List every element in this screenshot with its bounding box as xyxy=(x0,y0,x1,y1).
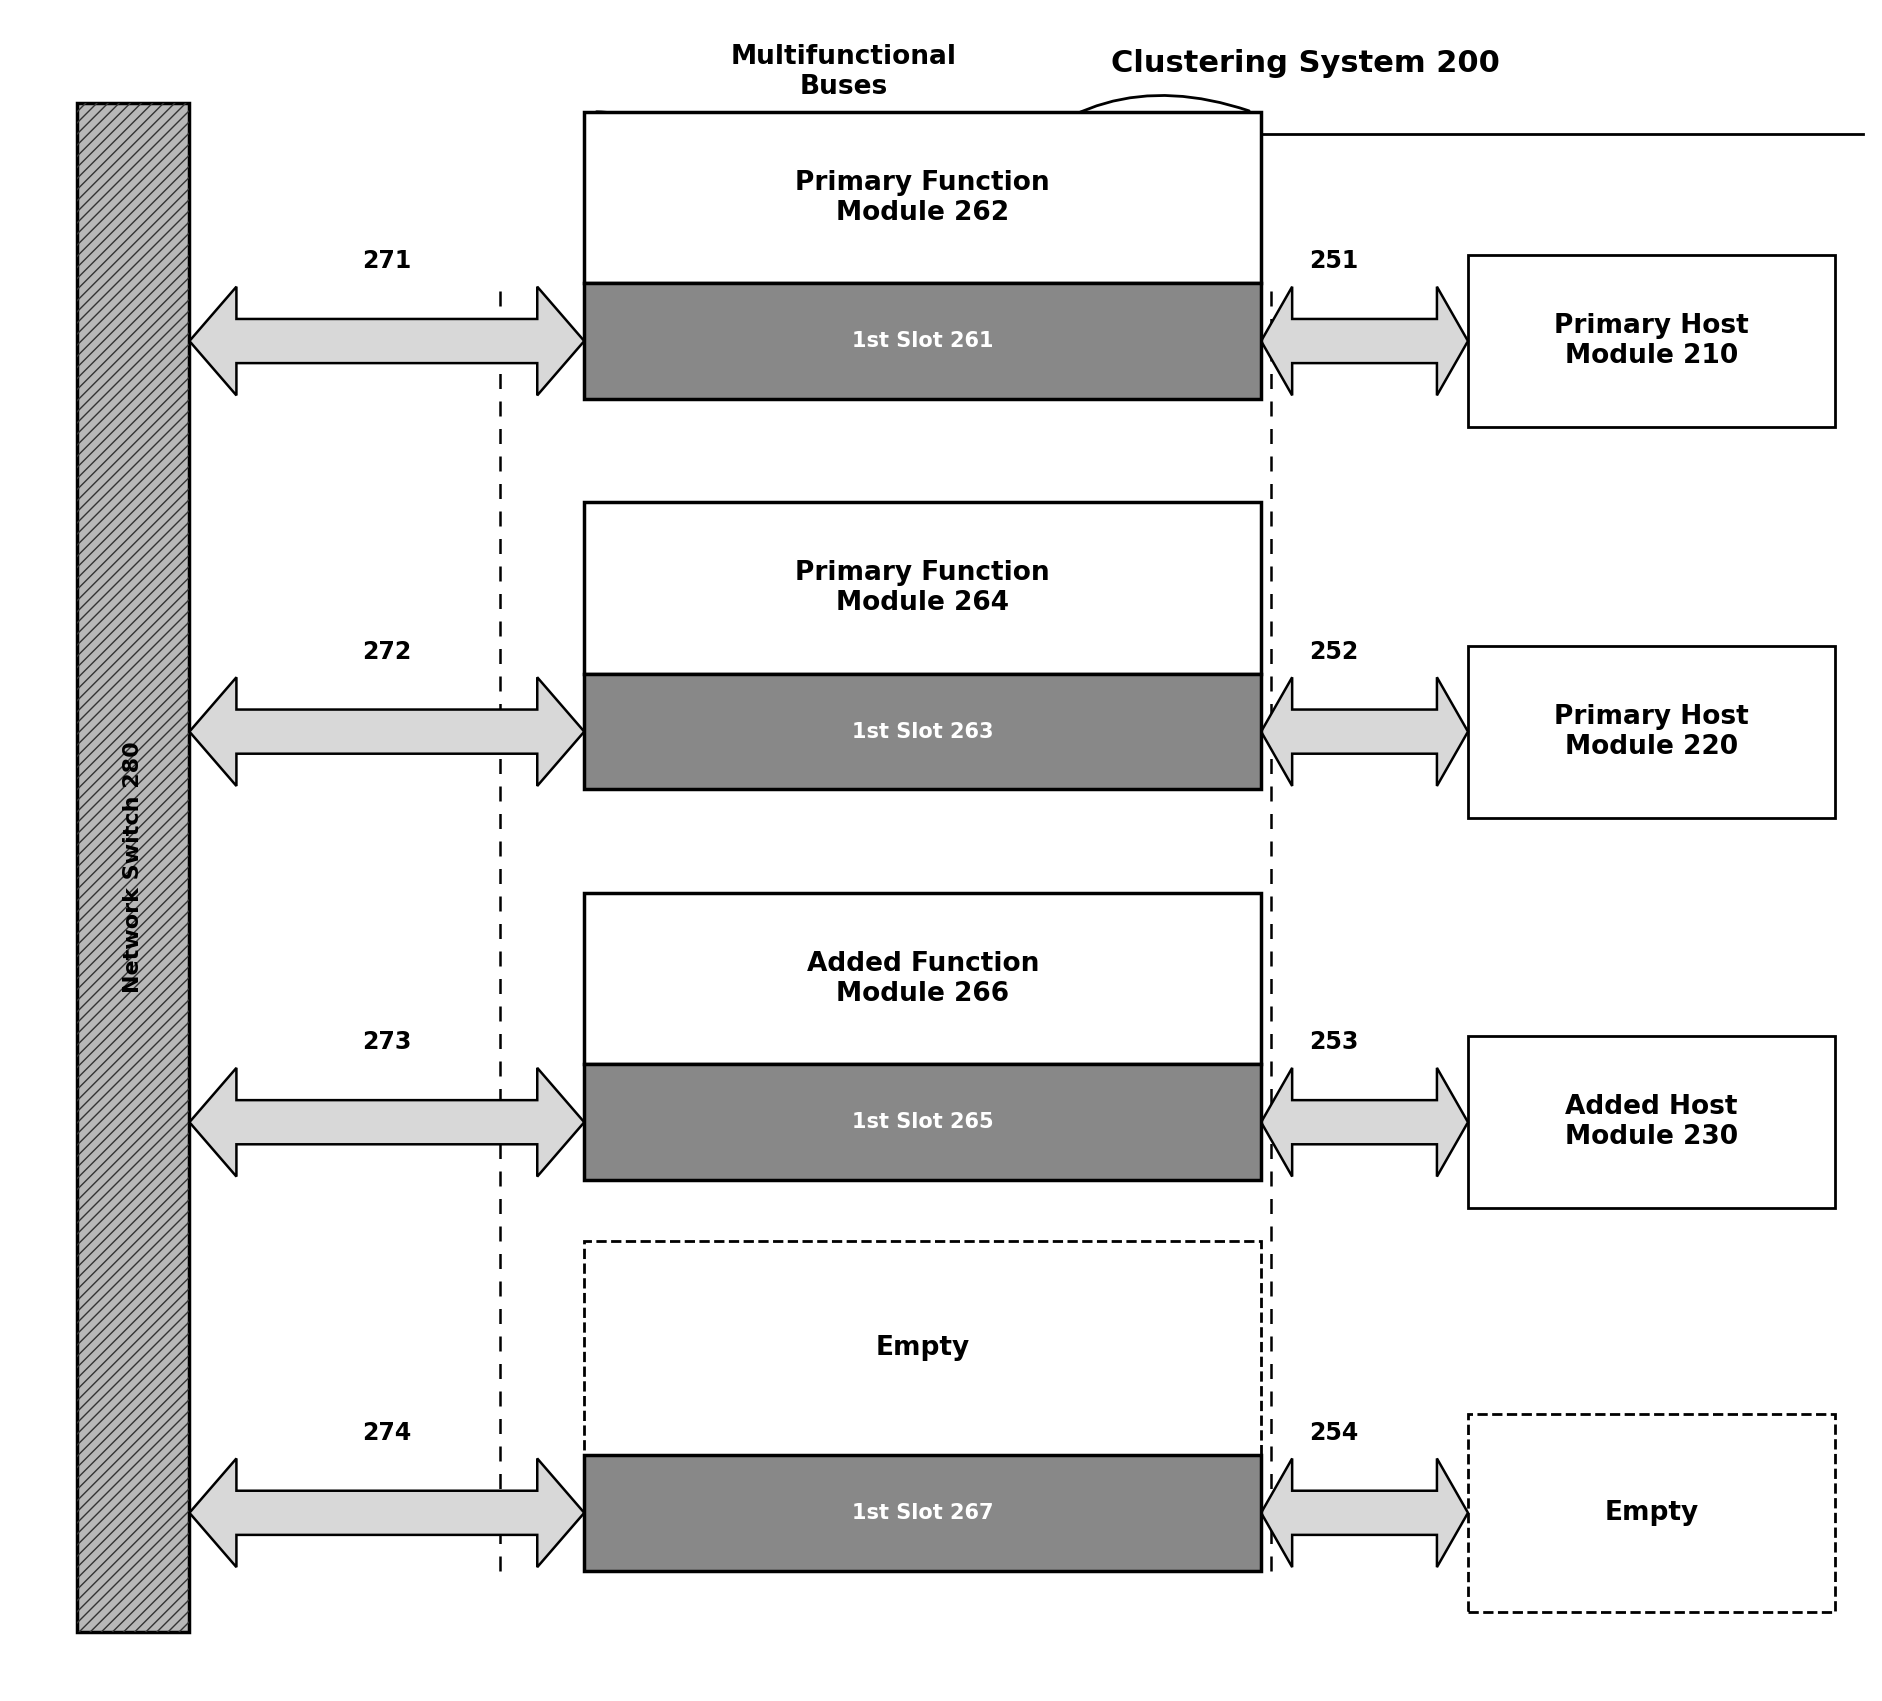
Polygon shape xyxy=(190,287,583,395)
FancyBboxPatch shape xyxy=(583,1454,1261,1570)
Polygon shape xyxy=(190,1068,583,1177)
FancyBboxPatch shape xyxy=(583,112,1261,284)
FancyBboxPatch shape xyxy=(583,284,1261,398)
Text: 274: 274 xyxy=(361,1420,412,1444)
Text: 251: 251 xyxy=(1308,248,1357,274)
Text: Clustering System 200: Clustering System 200 xyxy=(1110,49,1498,78)
Text: Added Host
Module 230: Added Host Module 230 xyxy=(1564,1094,1737,1150)
Text: Primary Host
Module 210: Primary Host Module 210 xyxy=(1553,313,1748,369)
Polygon shape xyxy=(1261,1068,1468,1177)
Polygon shape xyxy=(1261,287,1468,395)
Text: 252: 252 xyxy=(1308,640,1357,663)
Text: 273: 273 xyxy=(361,1031,412,1055)
Text: Empty: Empty xyxy=(875,1335,969,1361)
FancyBboxPatch shape xyxy=(583,1065,1261,1180)
Text: 272: 272 xyxy=(361,640,412,663)
FancyBboxPatch shape xyxy=(1468,1414,1833,1611)
FancyBboxPatch shape xyxy=(583,502,1261,674)
FancyBboxPatch shape xyxy=(583,893,1261,1065)
FancyBboxPatch shape xyxy=(1468,255,1833,427)
Text: 1st Slot 267: 1st Slot 267 xyxy=(851,1502,994,1522)
Text: Empty: Empty xyxy=(1603,1500,1698,1526)
Text: Multifunctional
Buses: Multifunctional Buses xyxy=(730,44,956,100)
Polygon shape xyxy=(1261,677,1468,786)
Text: Primary Function
Module 262: Primary Function Module 262 xyxy=(794,170,1050,226)
Polygon shape xyxy=(190,677,583,786)
Text: Network Switch 280: Network Switch 280 xyxy=(122,742,143,993)
Text: 1st Slot 261: 1st Slot 261 xyxy=(851,332,994,350)
FancyBboxPatch shape xyxy=(77,104,190,1631)
FancyBboxPatch shape xyxy=(583,1242,1261,1454)
Text: 254: 254 xyxy=(1308,1420,1357,1444)
Text: Primary Function
Module 264: Primary Function Module 264 xyxy=(794,560,1050,616)
Text: 1st Slot 263: 1st Slot 263 xyxy=(851,721,994,742)
FancyBboxPatch shape xyxy=(1468,645,1833,818)
FancyBboxPatch shape xyxy=(583,674,1261,789)
Polygon shape xyxy=(190,1458,583,1567)
Text: 253: 253 xyxy=(1308,1031,1357,1055)
Text: 1st Slot 265: 1st Slot 265 xyxy=(851,1112,994,1133)
Text: Primary Host
Module 220: Primary Host Module 220 xyxy=(1553,704,1748,760)
Text: 271: 271 xyxy=(361,248,412,274)
Text: Added Function
Module 266: Added Function Module 266 xyxy=(805,951,1039,1007)
FancyBboxPatch shape xyxy=(1468,1036,1833,1208)
Polygon shape xyxy=(1261,1458,1468,1567)
